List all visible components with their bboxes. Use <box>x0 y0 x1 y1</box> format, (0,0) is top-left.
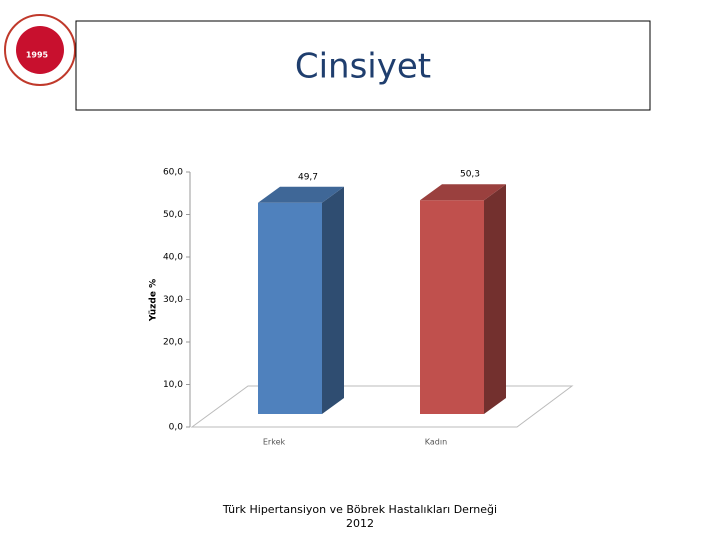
bar-top <box>258 186 344 203</box>
footer-line: Türk Hipertansiyon ve Böbrek Hastalıklar… <box>222 503 497 516</box>
title-box <box>75 20 651 111</box>
data-label: 50,3 <box>460 170 480 180</box>
logo-year: 1995 <box>26 51 49 60</box>
y-tick-label: 30,0 <box>163 295 183 305</box>
logo: 1995 <box>4 14 76 86</box>
y-tick-label: 10,0 <box>163 380 183 390</box>
y-tick-label: 50,0 <box>163 210 183 220</box>
bar-side <box>484 184 506 414</box>
y-axis-label: Yüzde % <box>149 279 159 322</box>
bar-top <box>420 184 506 201</box>
data-label: 49,7 <box>298 172 318 182</box>
footer-line: 2012 <box>346 517 374 530</box>
chart-floor <box>190 385 574 428</box>
bar-side <box>322 186 344 414</box>
logo-disc <box>16 26 64 74</box>
y-tick-label: 20,0 <box>163 338 183 348</box>
x-tick-label: Erkek <box>263 438 286 447</box>
y-tick-label: 60,0 <box>163 168 183 178</box>
slide-title: Cinsiyet <box>295 47 431 87</box>
y-tick-label: 40,0 <box>163 253 183 263</box>
x-tick-label: Kadın <box>425 438 447 447</box>
bar <box>258 202 322 414</box>
y-tick-label: 0,0 <box>169 423 184 433</box>
bar <box>420 200 484 414</box>
